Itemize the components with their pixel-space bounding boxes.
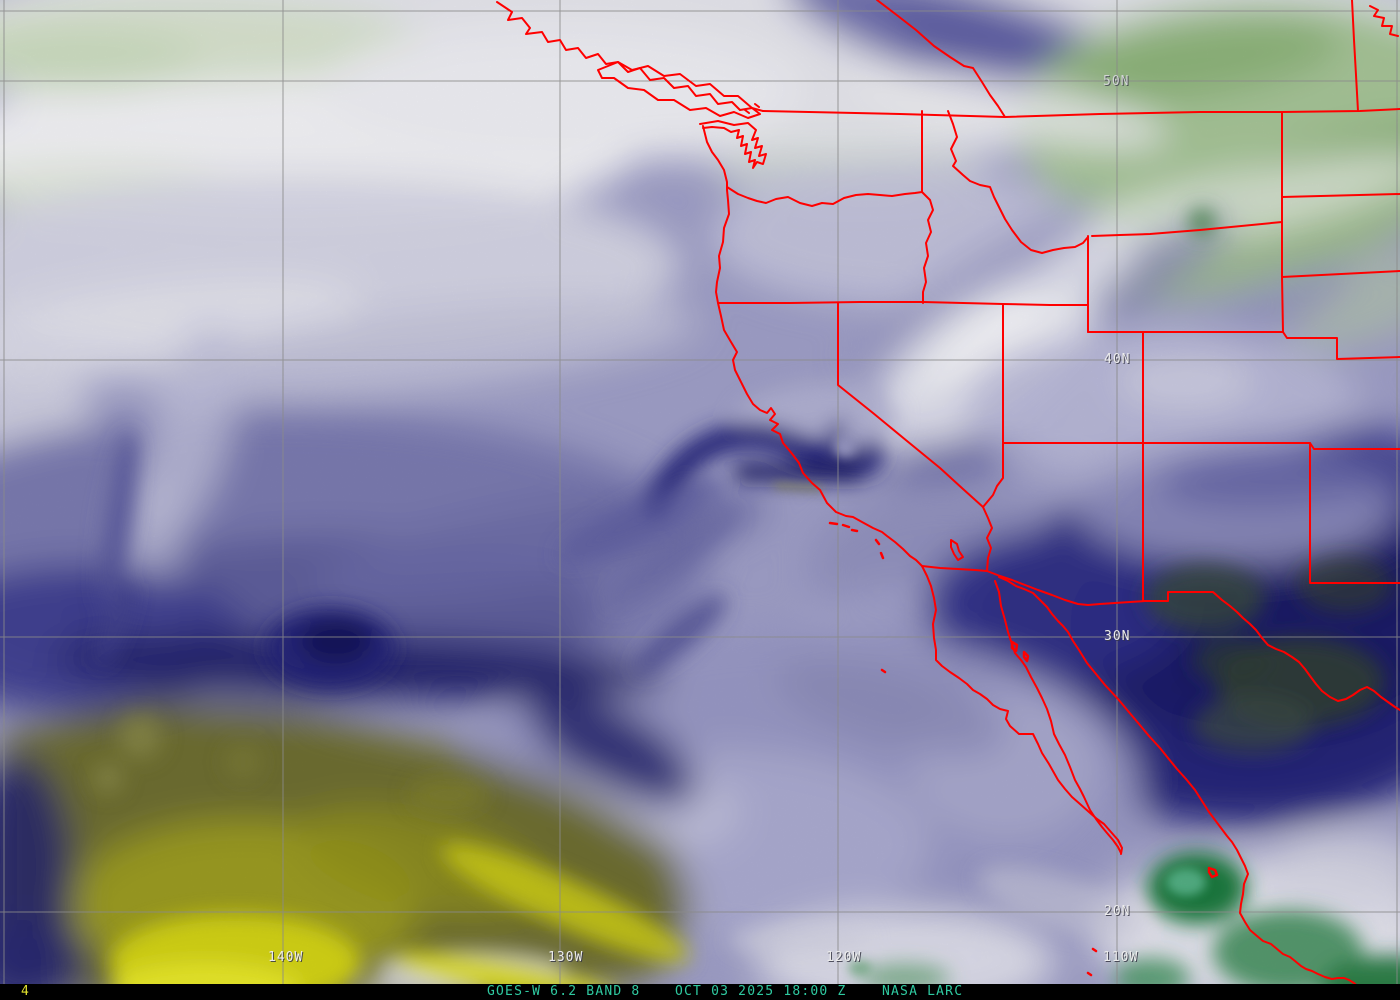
lon-label-120w: 120W: [826, 950, 862, 965]
canada-lakes-path: [1369, 5, 1399, 37]
alberta-saskatchewan-border-path: [1351, 0, 1359, 112]
fortysecond-parallel-border-path: [717, 301, 1089, 306]
puget-sound-path: [699, 103, 767, 169]
vancouver-island-path: [597, 61, 761, 119]
islas-marias: [1207, 866, 1219, 879]
lon-label-130w: 130W: [548, 950, 584, 965]
lon-label-110w: 110W: [1103, 950, 1139, 965]
map-boundaries: [496, 0, 1400, 1000]
pacific-coastline-path: [702, 125, 1123, 855]
caption-timestamp: OCT 03 2025 18:00 Z: [675, 984, 847, 999]
idaho-montana-border-path: [947, 110, 1089, 254]
lat-label-20n: 20N: [1104, 904, 1131, 919]
lat-label-30n: 30N: [1104, 629, 1131, 644]
colorado-river-borders-path: [982, 442, 1004, 572]
texas-newmexico-border-path: [1309, 442, 1400, 584]
us-mexico-border-rio-grande-path: [921, 565, 1400, 711]
montana-dakota-wyoming-borders-path: [1091, 111, 1400, 333]
islands-group: [828, 521, 1219, 992]
channel-islands: [828, 521, 885, 560]
lat-label-50n: 50N: [1103, 74, 1130, 89]
bc-alberta-border-path: [876, 0, 1006, 118]
lon-label-140w: 140W: [268, 950, 304, 965]
san-benedicto-island: [1091, 947, 1098, 953]
bc-coastline-path: [496, 1, 764, 112]
mexico-mainland-coastline-path: [998, 576, 1367, 1000]
caption-credit: NASA LARC: [882, 984, 964, 999]
snake-river-border-path: [921, 191, 934, 304]
caption-bar: 4 GOES-W 6.2 BAND 8 OCT 03 2025 18:00 Z …: [0, 984, 1400, 1000]
gulf-california-west-shore-path: [994, 580, 1122, 854]
caption-product: GOES-W 6.2 BAND 8: [487, 984, 641, 999]
angel-guarda-island: [1022, 650, 1030, 663]
guadalupe-island: [880, 668, 887, 674]
california-nevada-border-path: [837, 302, 984, 508]
socorro-island: [1086, 971, 1093, 977]
salton-sea-path: [950, 539, 964, 561]
us-canada-border-path: [762, 108, 1400, 118]
frame-marker: 4: [21, 984, 29, 999]
tiburon-island: [1010, 640, 1019, 653]
columbia-river-border-path: [726, 186, 923, 207]
wyoming-south-border-path: [1087, 331, 1400, 360]
thirtyseventh-parallel-border-path: [1002, 442, 1400, 450]
lat-label-40n: 40N: [1104, 352, 1131, 367]
